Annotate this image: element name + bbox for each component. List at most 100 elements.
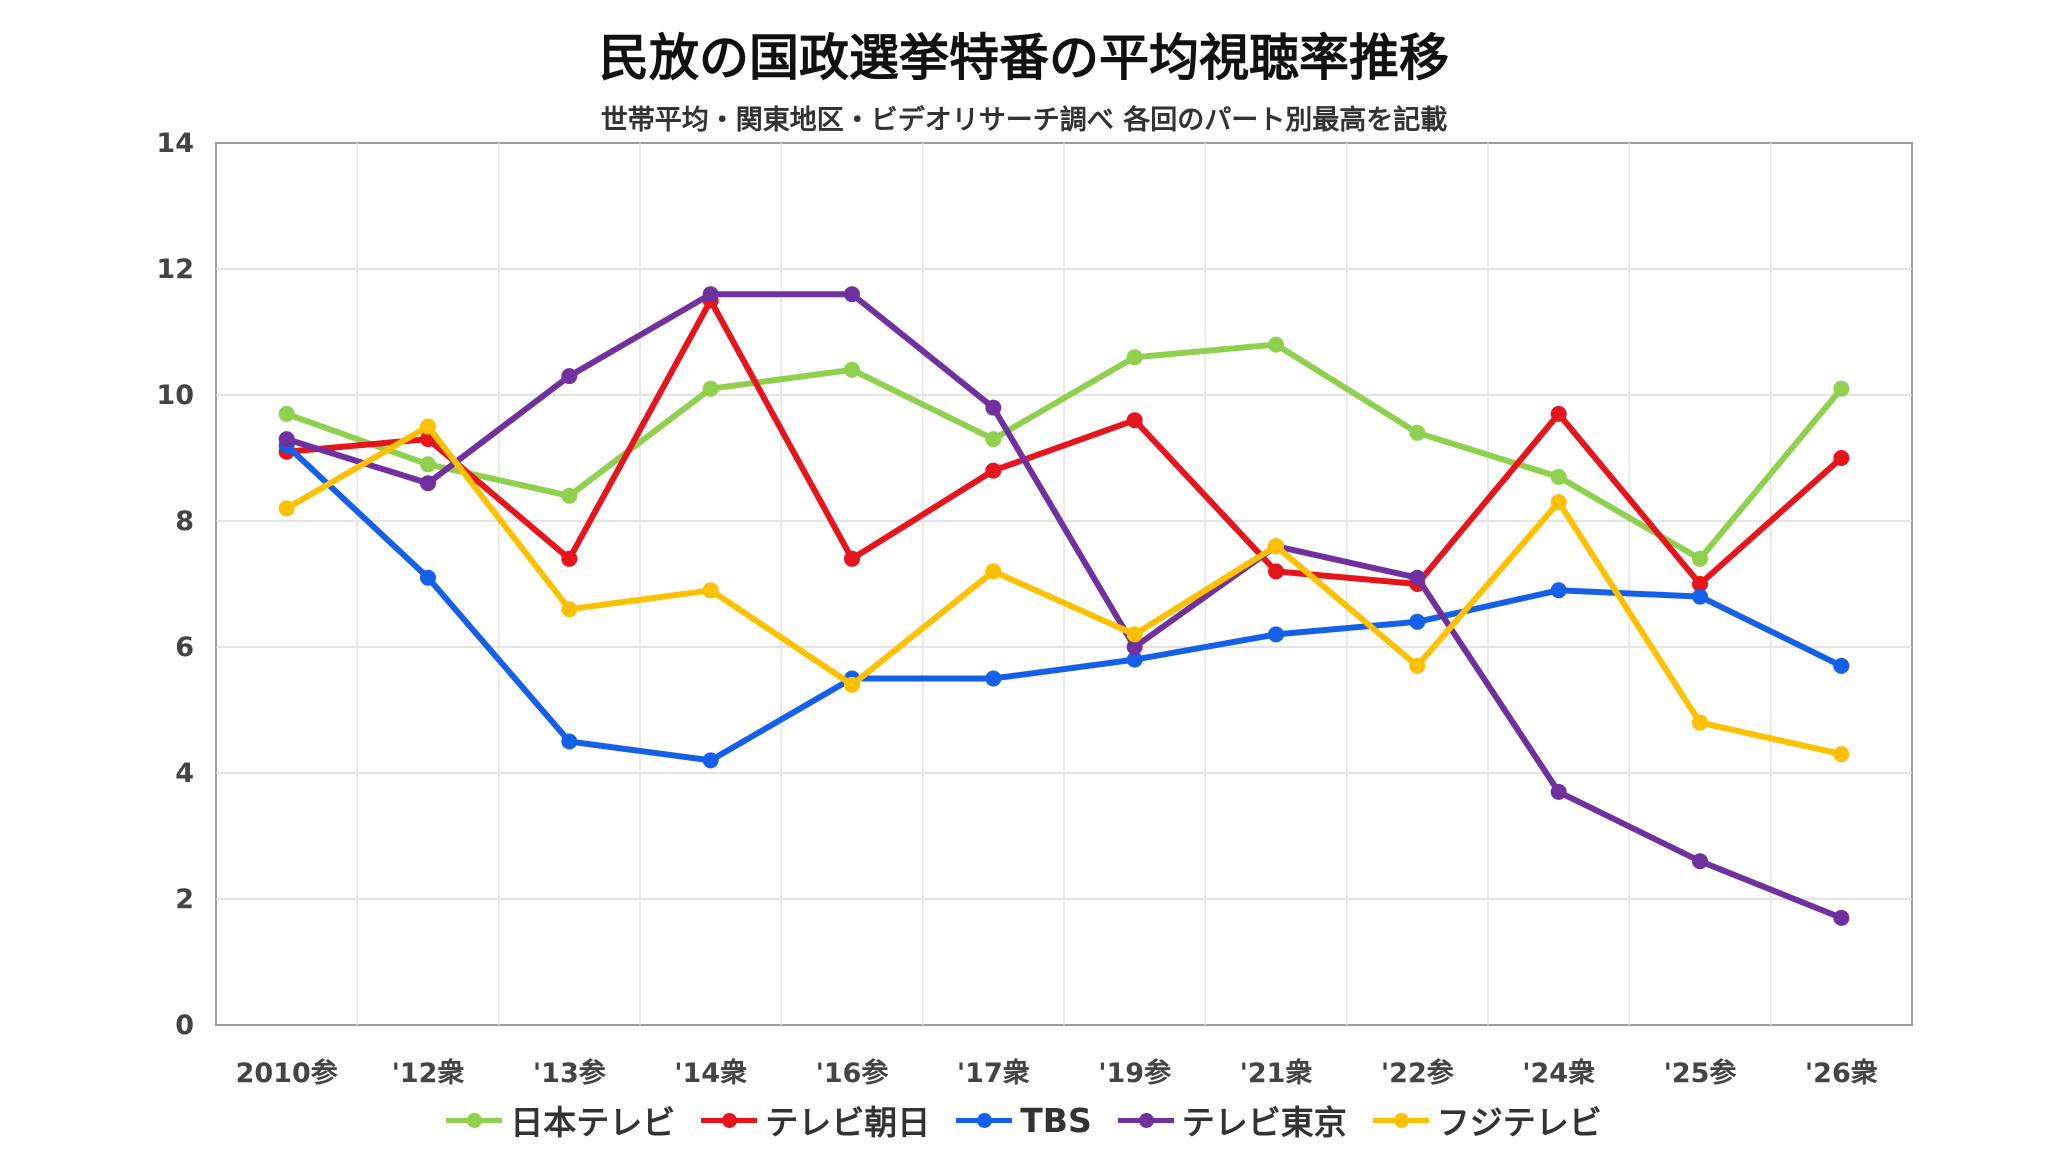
data-point — [561, 733, 578, 750]
data-point — [844, 676, 860, 693]
data-point — [1126, 651, 1143, 668]
legend-item: フジテレビ — [1372, 1096, 1602, 1144]
legend-marker — [1393, 1113, 1409, 1128]
legend: 日本テレビ テレビ朝日 TBS テレビ東京 フジテレビ — [0, 1096, 2048, 1144]
data-point — [844, 361, 860, 378]
legend-marker — [1138, 1113, 1154, 1128]
y-tick-label: 10 — [156, 380, 194, 411]
data-point — [1268, 626, 1284, 643]
data-point — [985, 399, 1002, 416]
data-point — [420, 418, 436, 435]
data-point — [420, 569, 436, 586]
series-4 — [278, 418, 1850, 763]
data-point — [1268, 563, 1284, 580]
data-point — [1409, 569, 1426, 586]
series-line — [283, 297, 1845, 587]
data-point — [1126, 349, 1143, 366]
legend-swatch — [1117, 1100, 1174, 1140]
data-point — [278, 500, 295, 517]
legend-marker — [722, 1113, 738, 1128]
data-point — [1550, 405, 1567, 422]
data-point — [1550, 783, 1567, 800]
data-point — [985, 462, 1002, 479]
data-point — [1550, 582, 1567, 599]
data-point — [1692, 853, 1708, 870]
data-point — [1833, 909, 1850, 926]
legend-swatch — [446, 1100, 503, 1140]
data-point — [985, 670, 1002, 687]
x-tick-label: '16参 — [816, 1057, 889, 1089]
y-tick-label: 12 — [156, 254, 194, 285]
series-0 — [278, 336, 1850, 567]
x-tick-label: '26衆 — [1805, 1058, 1878, 1089]
x-tick-label: '17衆 — [957, 1058, 1030, 1089]
legend-label: TBS — [1020, 1100, 1092, 1140]
series-line — [283, 341, 1845, 562]
x-tick-label: '21衆 — [1240, 1058, 1313, 1089]
series-2 — [278, 437, 1850, 769]
data-point — [1833, 450, 1850, 466]
data-point — [561, 550, 578, 567]
chart-title: 民放の国政選挙特番の平均視聴率推移 — [599, 29, 1449, 87]
data-point — [1550, 468, 1567, 485]
x-tick-label: 2010参 — [236, 1057, 338, 1089]
data-point — [1692, 588, 1708, 605]
data-point — [1268, 538, 1284, 555]
data-point — [1126, 412, 1143, 429]
legend-item: 日本テレビ — [446, 1096, 675, 1144]
x-tick-label: '22参 — [1381, 1057, 1454, 1089]
x-tick-label: '25参 — [1664, 1057, 1737, 1089]
series-line — [283, 423, 1845, 758]
data-point — [1126, 626, 1143, 643]
y-tick-label: 4 — [175, 758, 194, 789]
data-point — [1692, 714, 1708, 731]
data-point — [1833, 380, 1850, 397]
x-tick-label: '13参 — [533, 1057, 606, 1089]
legend-item: テレビ朝日 — [701, 1096, 930, 1144]
data-point — [985, 431, 1002, 448]
legend-label: テレビ東京 — [1181, 1103, 1347, 1142]
data-point — [702, 582, 719, 599]
series-line — [283, 291, 1845, 921]
data-point — [278, 405, 295, 422]
series-lines — [278, 286, 1850, 926]
y-tick-label: 6 — [175, 632, 194, 663]
data-point — [1268, 336, 1284, 353]
data-point — [420, 475, 436, 492]
legend-item: TBS — [956, 1096, 1092, 1144]
series-3 — [278, 286, 1850, 926]
data-point — [1692, 576, 1708, 592]
legend-label: 日本テレビ — [510, 1103, 676, 1142]
x-tick-label: '19参 — [1098, 1057, 1171, 1089]
x-tick-label: '14衆 — [674, 1058, 747, 1089]
data-point — [1409, 424, 1426, 441]
data-point — [1409, 613, 1426, 630]
data-point — [702, 286, 719, 303]
legend-swatch — [701, 1100, 758, 1140]
data-point — [844, 550, 860, 567]
data-point — [1126, 639, 1143, 655]
data-point — [1409, 657, 1426, 674]
data-point — [702, 380, 719, 397]
data-point — [702, 752, 719, 769]
legend-marker — [467, 1113, 483, 1128]
data-point — [1692, 550, 1708, 567]
legend-swatch — [1372, 1100, 1429, 1140]
y-tick-label: 8 — [175, 506, 194, 537]
data-point — [844, 286, 860, 303]
data-point — [1833, 657, 1850, 674]
chart-subtitle: 世帯平均・関東地区・ビデオリサーチ調べ 各回のパート別最高を記載 — [600, 105, 1448, 136]
data-point — [561, 368, 578, 385]
y-tick-label: 2 — [175, 884, 194, 915]
series-line — [283, 442, 1845, 764]
data-point — [561, 487, 578, 504]
legend-item: テレビ東京 — [1117, 1096, 1347, 1144]
y-tick-label: 14 — [156, 128, 194, 159]
legend-label: テレビ朝日 — [765, 1103, 931, 1142]
data-point — [420, 456, 436, 473]
legend-marker — [977, 1113, 993, 1128]
data-point — [985, 563, 1002, 580]
legend-swatch — [956, 1100, 1013, 1140]
legend-label: フジテレビ — [1436, 1103, 1602, 1142]
